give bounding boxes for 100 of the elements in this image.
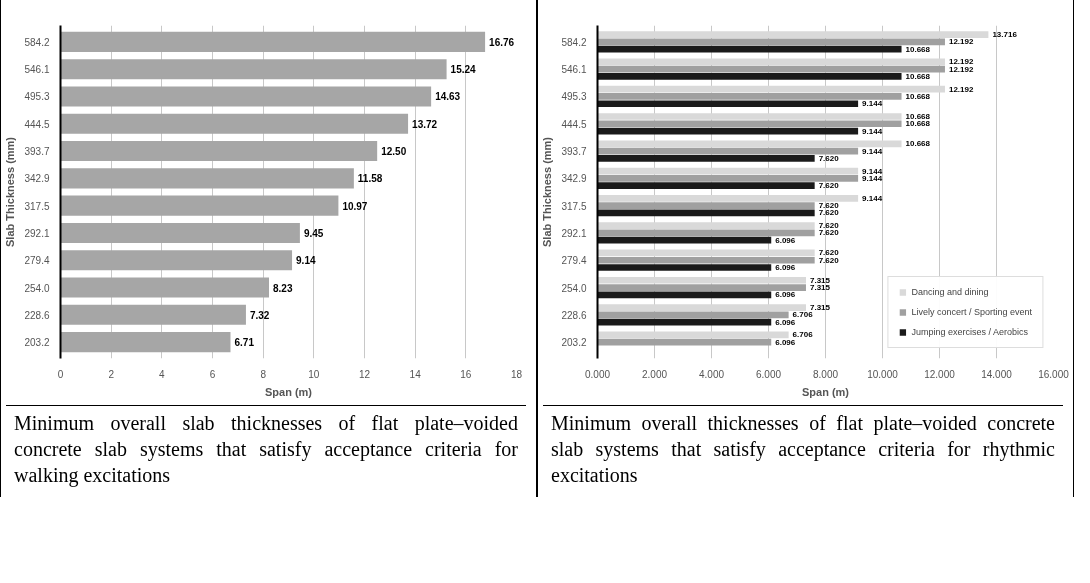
- data-label: 6.096: [775, 235, 796, 245]
- data-label: 6.096: [775, 290, 796, 300]
- x-tick-label: 6: [209, 368, 216, 380]
- bar: [60, 59, 447, 80]
- y-tick-label: 393.7: [24, 146, 50, 158]
- data-label: 9.144: [862, 193, 883, 203]
- bar: [597, 73, 902, 80]
- data-label: 7.620: [818, 153, 840, 163]
- data-label: 7.620: [818, 248, 840, 258]
- y-tick-label: 444.5: [24, 118, 50, 130]
- data-label: 10.97: [342, 200, 368, 212]
- y-axis-title: Slab Thickness (mm): [541, 136, 554, 248]
- data-label: 6.096: [775, 337, 796, 347]
- data-label: 9.144: [862, 126, 883, 136]
- x-tick-label: 12.000: [924, 368, 956, 380]
- bar: [597, 65, 945, 73]
- y-tick-label: 279.4: [561, 255, 587, 267]
- bar: [597, 195, 859, 202]
- data-label: 7.315: [809, 275, 831, 285]
- bar: [597, 140, 902, 148]
- bar: [597, 93, 902, 100]
- x-tick-label: 18: [510, 368, 523, 380]
- bar: [60, 86, 432, 107]
- y-tick-label: 203.2: [24, 337, 50, 349]
- data-label: 10.668: [905, 139, 931, 149]
- bar: [60, 31, 486, 52]
- data-label: 10.668: [905, 44, 931, 54]
- x-tick-label: 8: [260, 368, 267, 380]
- bar: [597, 113, 902, 120]
- data-label: 7.620: [818, 228, 840, 238]
- bar: [597, 202, 815, 209]
- y-tick-label: 546.1: [561, 64, 587, 76]
- data-label: 8.23: [272, 282, 293, 294]
- x-axis-title: Span (m): [264, 385, 313, 398]
- bar: [597, 154, 815, 162]
- y-tick-label: 342.9: [24, 173, 50, 185]
- y-tick-label: 203.2: [561, 337, 587, 349]
- x-tick-label: 10.000: [867, 368, 899, 380]
- x-tick-label: 14: [409, 368, 422, 380]
- bar: [597, 291, 772, 299]
- data-label: 10.668: [905, 119, 931, 129]
- x-tick-label: 4: [159, 368, 166, 380]
- y-tick-label: 342.9: [561, 173, 587, 185]
- data-label: 7.620: [818, 181, 840, 191]
- data-label: 7.620: [818, 255, 840, 265]
- bar: [597, 120, 902, 128]
- bar: [597, 256, 815, 264]
- data-label: 9.144: [862, 146, 883, 156]
- data-label: 7.620: [818, 201, 840, 211]
- y-tick-label: 228.6: [24, 309, 50, 321]
- data-label: 12.192: [948, 64, 974, 74]
- x-tick-label: 12: [358, 368, 371, 380]
- x-tick-label: 10: [308, 368, 320, 380]
- data-label: 7.315: [809, 303, 831, 313]
- bar: [597, 276, 806, 284]
- data-label: 14.63: [435, 91, 461, 103]
- data-label: 9.144: [862, 173, 883, 183]
- bar: [60, 141, 378, 162]
- y-tick-label: 584.2: [24, 36, 50, 48]
- data-label: 10.668: [905, 71, 931, 81]
- data-label: 12.192: [948, 57, 974, 67]
- data-label: 12.50: [381, 146, 407, 158]
- bar: [60, 195, 339, 216]
- data-label: 9.45: [303, 227, 324, 239]
- bar: [60, 113, 409, 134]
- data-label: 6.096: [775, 317, 796, 327]
- bar: [597, 175, 859, 182]
- data-label: 16.76: [489, 36, 515, 48]
- y-tick-label: 495.3: [561, 91, 587, 103]
- y-tick-label: 444.5: [561, 118, 587, 130]
- y-tick-label: 495.3: [24, 91, 50, 103]
- legend-label: Jumping exercises / Aerobics: [911, 327, 1029, 337]
- bar: [597, 284, 806, 291]
- y-tick-label: 584.2: [561, 36, 587, 48]
- bar: [597, 236, 772, 244]
- y-tick-label: 228.6: [561, 309, 587, 321]
- data-label: 9.144: [862, 166, 883, 176]
- data-label: 7.620: [818, 208, 840, 218]
- data-label: 12.192: [948, 84, 974, 94]
- bar: [60, 168, 354, 189]
- data-label: 6.096: [775, 263, 796, 273]
- bar: [60, 304, 246, 325]
- bar: [597, 264, 772, 271]
- bar: [597, 222, 815, 230]
- bar: [60, 277, 269, 298]
- bar: [597, 304, 806, 311]
- data-label: 10.668: [905, 91, 931, 101]
- x-tick-label: 4.000: [698, 368, 725, 380]
- bar: [597, 85, 945, 93]
- legend-label: Dancing and dining: [911, 287, 990, 297]
- y-tick-label: 254.0: [24, 282, 50, 294]
- text: Minimum overall slab thicknesses of flat plate–voided concrete slab systems that satisfy acceptance criteria for walking excitations: [14, 411, 518, 488]
- y-tick-label: 279.4: [24, 255, 50, 267]
- y-tick-label: 254.0: [561, 282, 587, 294]
- data-label: 9.144: [862, 99, 883, 109]
- data-label: 13.72: [412, 118, 438, 130]
- bar: [597, 31, 989, 38]
- data-label: 11.58: [357, 173, 383, 185]
- bar: [597, 331, 789, 339]
- bar: [597, 45, 902, 53]
